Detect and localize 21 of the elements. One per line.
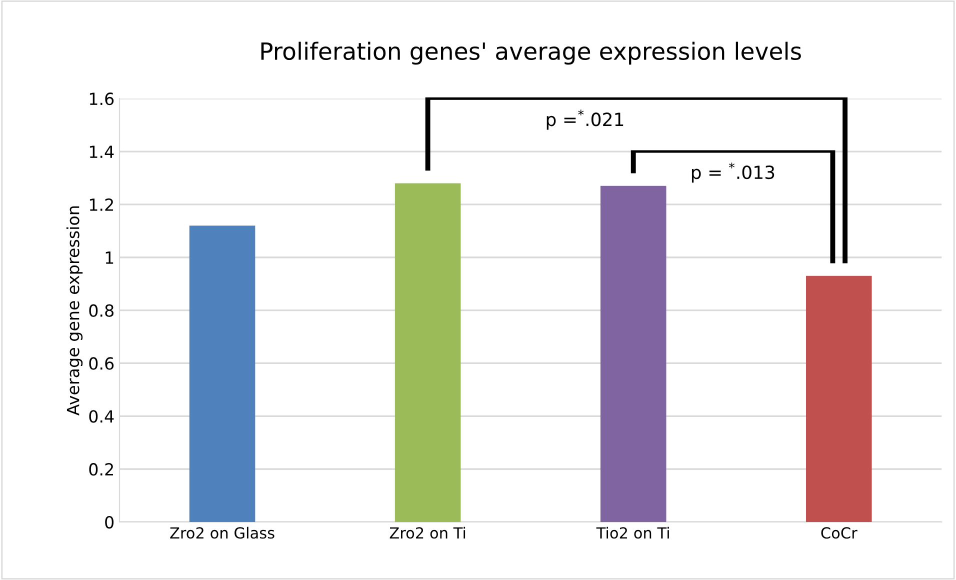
y-tick-label: 0.8 <box>89 304 114 317</box>
x-tick-label: Tio2 on Ti <box>596 526 669 539</box>
y-axis-title: Average gene expression <box>66 206 83 416</box>
annotation: p = $^{*}$.013 <box>692 162 774 183</box>
y-tick-label: 1.6 <box>90 92 114 106</box>
y-tick-label: 0.4 <box>89 410 114 423</box>
x-tick-label: Zro2 on Ti <box>390 526 466 539</box>
bar <box>600 186 666 522</box>
y-tick-label: 0 <box>105 516 114 529</box>
y-tick-label: 1.4 <box>90 146 114 158</box>
bar <box>189 226 256 522</box>
y-tick-label: 1.2 <box>90 198 113 211</box>
bar <box>394 183 461 522</box>
x-tick-label: Zro2 on Glass <box>170 526 274 539</box>
x-tick-label: CoCr <box>821 527 858 539</box>
chart-title: Proliferation genes' average expression levels <box>261 42 801 65</box>
annotation: p =$^{*}$.021 <box>546 110 624 130</box>
y-tick-label: 1 <box>106 252 114 264</box>
y-tick-label: 0.6 <box>89 357 114 370</box>
bar <box>806 276 872 522</box>
y-tick-label: 0.2 <box>89 463 113 476</box>
